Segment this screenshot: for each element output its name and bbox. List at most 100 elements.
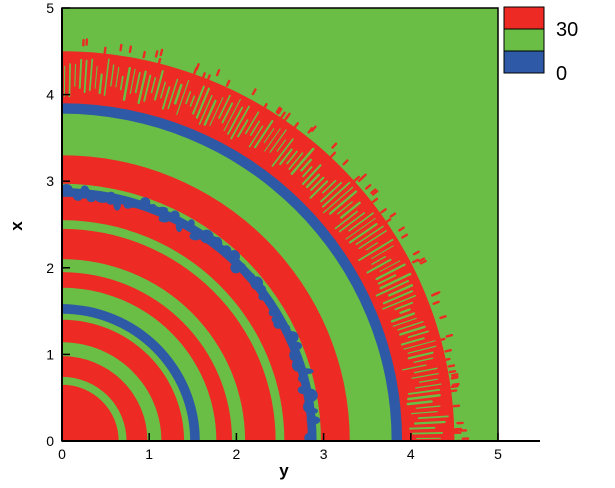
finger-gap	[345, 217, 376, 240]
y-tick-label: 4	[46, 87, 54, 103]
finger-gap	[78, 58, 83, 89]
plot-area	[62, 8, 498, 441]
finger-gap	[249, 120, 261, 136]
finger-tip	[432, 300, 440, 305]
finger-gap	[366, 258, 392, 274]
x-axis-ticks: 0 1 2 3 4 5	[58, 433, 502, 462]
finger-gap	[375, 263, 406, 281]
band-blob	[187, 219, 195, 228]
finger-gap	[407, 351, 434, 360]
finger-tip	[389, 212, 397, 218]
finger-tip	[360, 173, 367, 180]
legend: 30 0	[503, 6, 578, 85]
finger-gap	[415, 405, 441, 409]
finger-gap	[407, 345, 437, 354]
finger-gap	[279, 148, 293, 166]
band-blob	[199, 229, 214, 244]
finger-gap	[302, 166, 313, 178]
band-blob	[303, 400, 314, 413]
finger-tip	[384, 218, 392, 224]
finger-gap	[98, 73, 103, 95]
finger-gap	[397, 320, 424, 331]
finger-gap	[223, 98, 241, 131]
finger-gap	[94, 66, 98, 89]
finger-gap	[394, 301, 414, 311]
legend-label: 30	[556, 19, 578, 41]
legend-frame	[503, 6, 545, 74]
contour-band-19	[62, 384, 119, 441]
finger-tip	[419, 259, 427, 265]
finger-gap	[322, 186, 354, 214]
fingering-front	[63, 38, 470, 441]
legend-swatch	[504, 51, 544, 73]
finger-gap	[407, 388, 441, 395]
finger-gap	[338, 212, 366, 233]
finger-gap	[115, 66, 120, 88]
y-tick-label: 0	[46, 433, 54, 449]
finger-gap	[134, 71, 141, 94]
y-axis-title: x	[7, 221, 26, 231]
finger-tip	[442, 357, 451, 362]
finger-tip	[342, 159, 349, 166]
finger-tip	[157, 57, 162, 66]
finger-tip	[285, 112, 291, 120]
finger-gap	[88, 58, 94, 92]
finger-gap	[348, 212, 374, 232]
finger-gap	[271, 138, 294, 167]
finger-gap	[129, 68, 136, 94]
finger-gap	[337, 201, 353, 215]
finger-tip	[310, 125, 317, 132]
finger-gap	[379, 260, 401, 272]
band-blob	[284, 324, 291, 337]
finger-gap	[290, 147, 315, 175]
finger-tip	[293, 122, 299, 129]
finger-tip	[331, 142, 338, 149]
finger-gap	[300, 158, 313, 172]
finger-gap	[218, 94, 231, 119]
finger-tip	[412, 258, 420, 264]
finger-gap	[227, 106, 244, 135]
band-blob	[72, 191, 84, 201]
finger-gap	[74, 63, 77, 87]
finger-gap	[244, 111, 260, 135]
finger-gap	[417, 415, 449, 420]
x-tick-label: 1	[145, 446, 153, 462]
finger-gap	[230, 105, 250, 140]
finger-gap	[310, 176, 325, 192]
finger-tip	[448, 369, 457, 374]
finger-gap	[371, 255, 387, 265]
finger-tip	[447, 364, 456, 368]
legend-swatch	[504, 7, 544, 29]
band-blob	[95, 196, 110, 203]
band-blob	[123, 200, 133, 209]
band-blob	[169, 210, 180, 221]
band-blob	[271, 315, 281, 324]
finger-tip	[364, 184, 372, 190]
finger-gap	[377, 274, 397, 285]
finger-gap	[322, 179, 337, 194]
finger-gap	[248, 125, 264, 148]
finger-tip	[251, 88, 257, 96]
finger-gap	[237, 119, 249, 138]
finger-gap	[198, 94, 213, 125]
finger-gap	[388, 284, 414, 297]
finger-tip	[439, 315, 447, 320]
band-blob	[297, 374, 308, 383]
finger-gap	[288, 152, 304, 170]
finger-tip	[451, 375, 459, 379]
finger-gap	[143, 74, 152, 102]
finger-tip	[262, 103, 268, 110]
finger-tip	[412, 250, 420, 256]
finger-gap	[413, 357, 434, 363]
finger-gap	[365, 242, 379, 251]
finger-gap	[355, 225, 384, 246]
finger-tip	[142, 50, 146, 59]
finger-gap	[409, 426, 436, 430]
finger-gap	[413, 367, 438, 374]
finger-gap	[379, 272, 412, 290]
finger-tip	[398, 226, 405, 232]
band-blob	[156, 206, 169, 213]
finger-gap	[382, 290, 414, 305]
finger-tip	[418, 257, 426, 263]
